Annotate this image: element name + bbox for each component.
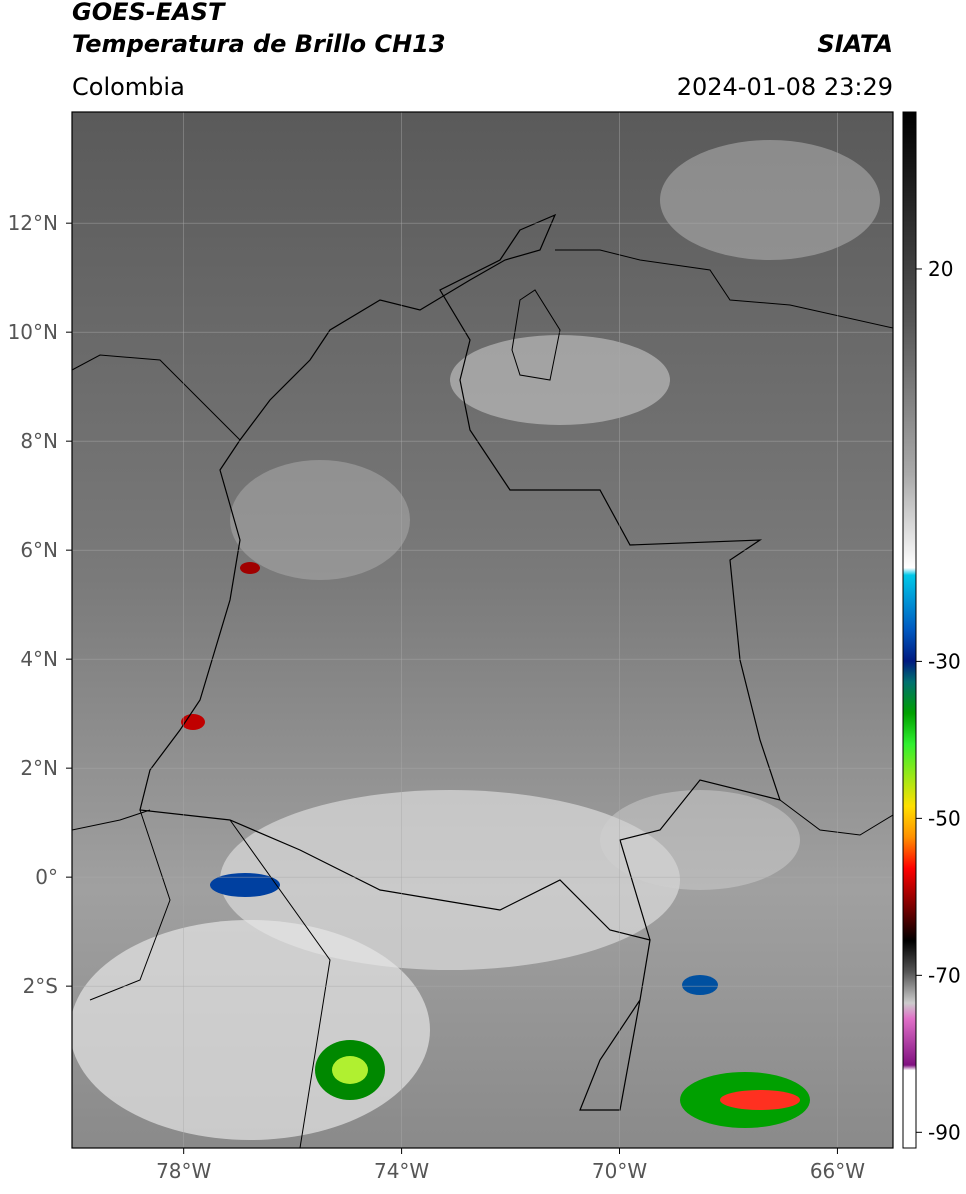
colorbar-tick-label: -70 [928, 963, 961, 987]
y-tick-label: 4°N [20, 647, 58, 671]
x-tick-label: 78°W [156, 1159, 211, 1183]
y-tick-label: 2°N [20, 756, 58, 780]
x-tick-label: 66°W [810, 1159, 865, 1183]
x-tick-label: 74°W [374, 1159, 429, 1183]
satellite-image [72, 112, 893, 1148]
y-tick-label: 10°N [8, 320, 58, 344]
datetime: 2024-01-08 23:29 [677, 73, 893, 101]
y-tick-label: 2°S [23, 974, 58, 998]
source: SIATA [817, 30, 893, 58]
y-tick-label: 0° [35, 865, 58, 889]
subtitle: Temperatura de Brillo CH13 [72, 30, 446, 58]
colorbar-tick-label: 20 [928, 257, 953, 281]
x-tick-label: 70°W [592, 1159, 647, 1183]
colorbar [902, 111, 917, 1149]
colorbar-tick-label: -30 [928, 649, 961, 673]
y-tick-label: 8°N [20, 429, 58, 453]
map-frame [71, 111, 894, 1149]
y-tick-label: 12°N [8, 211, 58, 235]
colorbar-tick-label: -90 [928, 1120, 961, 1144]
colorbar-tick-label: -50 [928, 806, 961, 830]
region: Colombia [72, 73, 185, 101]
graticule [72, 112, 893, 1148]
y-tick-label: 6°N [20, 538, 58, 562]
title: GOES-EAST [72, 0, 226, 26]
